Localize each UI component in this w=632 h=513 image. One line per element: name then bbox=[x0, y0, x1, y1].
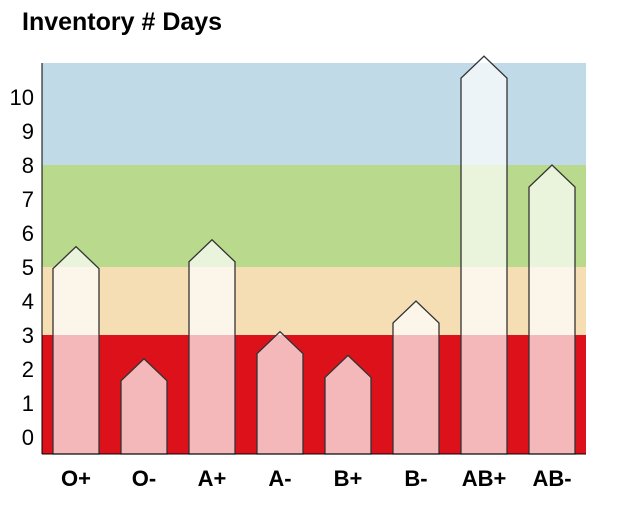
bar-B+ bbox=[324, 354, 372, 455]
y-tick-labels: 0 1 2 3 4 5 6 7 8 9 10 bbox=[10, 85, 34, 450]
y-tick-label-8: 8 bbox=[22, 153, 34, 178]
x-category-label-6: AB+ bbox=[462, 466, 507, 491]
x-category-label-7: AB- bbox=[532, 466, 571, 491]
x-category-label-2: A+ bbox=[198, 466, 227, 491]
bar-AB- bbox=[528, 164, 576, 455]
x-category-label-0: O+ bbox=[61, 466, 91, 491]
x-category-label-4: B+ bbox=[334, 466, 363, 491]
y-tick-label-9: 9 bbox=[22, 119, 34, 144]
x-category-label-1: O- bbox=[132, 466, 156, 491]
x-category-label-3: A- bbox=[268, 466, 291, 491]
bar-A- bbox=[256, 330, 304, 455]
y-tick-label-4: 4 bbox=[22, 289, 34, 314]
bar-A+ bbox=[188, 238, 236, 455]
y-tick-label-3: 3 bbox=[22, 323, 34, 348]
x-category-label-5: B- bbox=[404, 466, 427, 491]
chart-title: Inventory # Days bbox=[22, 8, 223, 36]
y-tick-label-0: 0 bbox=[22, 425, 34, 450]
y-tick-label-2: 2 bbox=[22, 357, 34, 382]
bar-B- bbox=[392, 300, 440, 455]
y-tick-label-10: 10 bbox=[10, 85, 34, 110]
y-tick-label-6: 6 bbox=[22, 221, 34, 246]
axis-layer bbox=[41, 63, 586, 455]
y-tick-label-1: 1 bbox=[22, 391, 34, 416]
y-tick-label-5: 5 bbox=[22, 255, 34, 280]
x-category-labels: O+ O- A+ A- B+ B- AB+ AB- bbox=[61, 466, 572, 491]
bar-O+ bbox=[52, 245, 100, 455]
y-tick-label-7: 7 bbox=[22, 187, 34, 212]
bar-AB+ bbox=[460, 55, 508, 455]
